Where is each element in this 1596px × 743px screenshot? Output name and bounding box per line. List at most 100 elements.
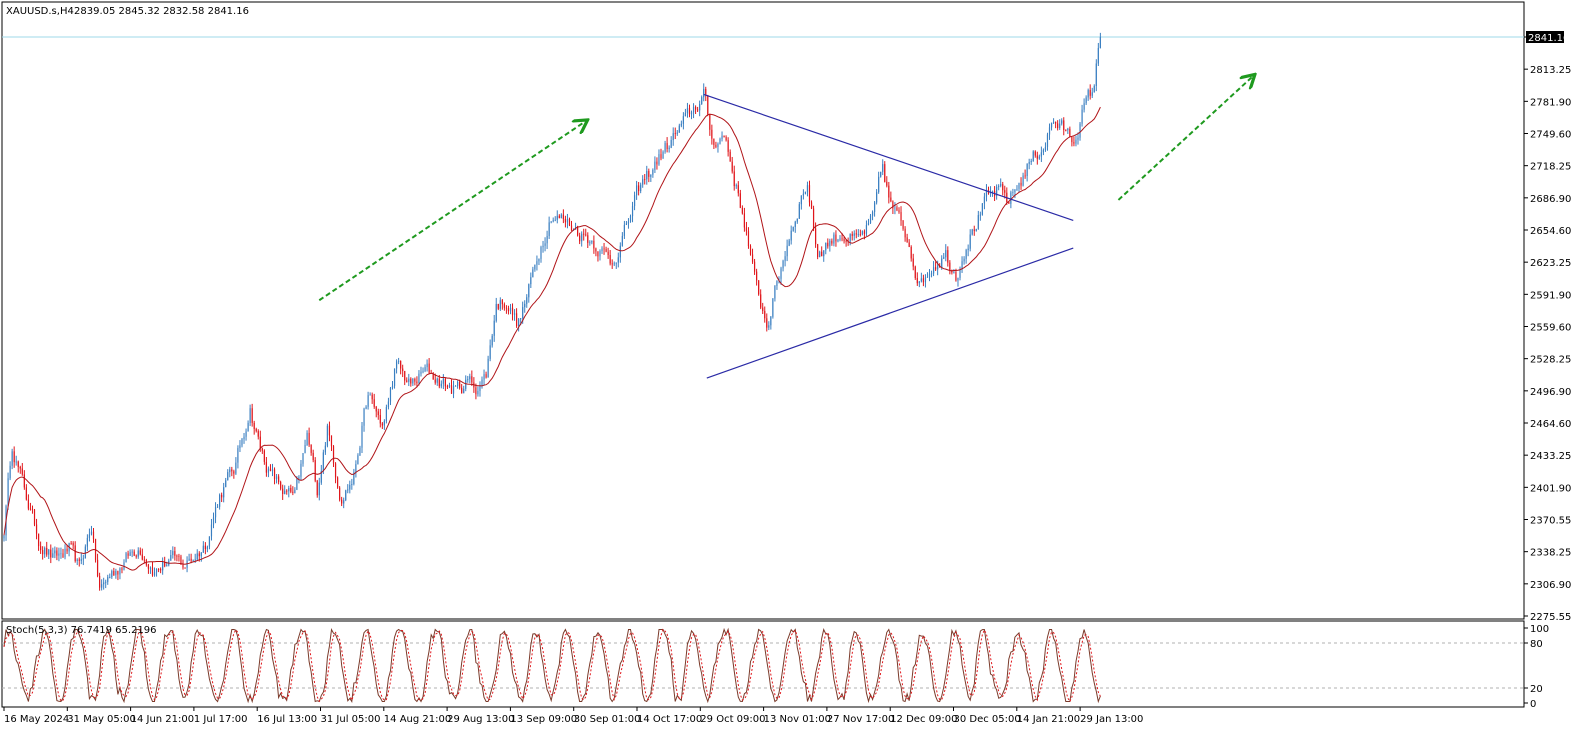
candle-body (837, 239, 839, 242)
candle-body (660, 154, 662, 159)
candle-body (192, 559, 194, 561)
candle-body (107, 577, 109, 582)
candle-body (703, 88, 705, 98)
candle-body (674, 133, 676, 135)
trendlines[interactable] (703, 93, 1074, 379)
candle-body (886, 181, 888, 186)
candle-body (802, 193, 804, 196)
candle-body (625, 223, 628, 225)
candle-body (343, 500, 345, 504)
candle-body (652, 169, 654, 175)
candle-body (1085, 97, 1087, 104)
candle-body (566, 219, 569, 223)
candle-body (682, 116, 684, 124)
candle-body (393, 368, 396, 386)
time-tick-label: 30 Dec 05:00 (954, 714, 1021, 725)
candle-body (1010, 192, 1012, 204)
candle-body (111, 571, 113, 578)
candle-body (357, 455, 359, 465)
candle-body (601, 248, 603, 252)
candle-body (957, 277, 959, 281)
candle-body (410, 378, 412, 384)
candle-body (64, 548, 66, 558)
candle-body (367, 395, 369, 407)
candle-body (278, 476, 280, 482)
candle-body (642, 179, 644, 185)
price-tick-label: 2591.90 (1530, 290, 1571, 301)
candle-body (493, 320, 495, 336)
candle-body (84, 546, 86, 559)
candle-body (96, 559, 99, 576)
candle-body (261, 448, 263, 451)
candle-body (353, 472, 355, 485)
candle-body (902, 220, 904, 229)
candle-body (656, 161, 658, 165)
candle-body (383, 421, 385, 426)
candle-body (365, 406, 367, 409)
candle-body (345, 490, 347, 501)
candle-body (593, 240, 595, 249)
candle-body (275, 476, 278, 480)
candle-body (1081, 109, 1083, 124)
candle-body (892, 201, 894, 209)
candle-body (568, 219, 571, 226)
candle-body (225, 480, 227, 488)
candle-body (711, 129, 713, 139)
candle-body (829, 240, 831, 247)
candle-body (760, 294, 762, 308)
candle-body (646, 170, 648, 180)
candle-body (56, 550, 58, 556)
candle-body (930, 273, 933, 275)
candle-body (371, 394, 373, 400)
candle-body (686, 108, 689, 113)
time-tick-label: 1 Jul 17:00 (194, 714, 248, 725)
candle-body (88, 534, 91, 538)
candle-body (1069, 128, 1071, 137)
candle-body (1075, 139, 1077, 144)
candle-body (621, 235, 623, 246)
candle-body (184, 567, 186, 569)
candle-body (416, 381, 418, 384)
candle-body (562, 214, 564, 220)
candle-body (308, 432, 310, 445)
candle-body (170, 555, 172, 561)
time-tick-label: 29 Jan 13:00 (1080, 714, 1143, 725)
candle-body (99, 575, 101, 588)
candle-body (182, 564, 184, 568)
candle-body (428, 363, 430, 373)
candle-body (300, 463, 302, 477)
candle-body (66, 548, 68, 552)
candle-body (884, 164, 886, 182)
candle-body (448, 385, 451, 388)
candle-body (452, 386, 455, 394)
candle-body (1073, 142, 1075, 144)
candle-body (249, 408, 251, 423)
candle-body (459, 382, 461, 388)
candle-body (82, 558, 84, 560)
candle-body (707, 95, 709, 115)
candle-body (540, 247, 542, 259)
candle-body (469, 376, 471, 380)
candle-body (688, 108, 691, 115)
candle-body (849, 234, 851, 242)
candle-body (851, 234, 853, 236)
candle-body (117, 571, 119, 575)
candle-body (955, 271, 957, 281)
candle-body (402, 368, 404, 372)
time-tick-label: 13 Sep 09:00 (510, 714, 577, 725)
candle-body (1065, 129, 1067, 131)
candle-body (42, 550, 44, 555)
price-tick-label: 2813.25 (1530, 65, 1571, 76)
candle-body (587, 235, 589, 243)
candle-body (768, 325, 770, 328)
candle-body (7, 478, 9, 507)
candle-body (998, 185, 1000, 187)
candle-body (863, 231, 866, 234)
time-tick-label: 14 Jun 21:00 (131, 714, 195, 725)
candle-body (1036, 155, 1038, 159)
candle-body (896, 207, 898, 211)
candle-body (426, 363, 428, 368)
candle-body (932, 267, 935, 274)
candle-body (701, 97, 703, 105)
